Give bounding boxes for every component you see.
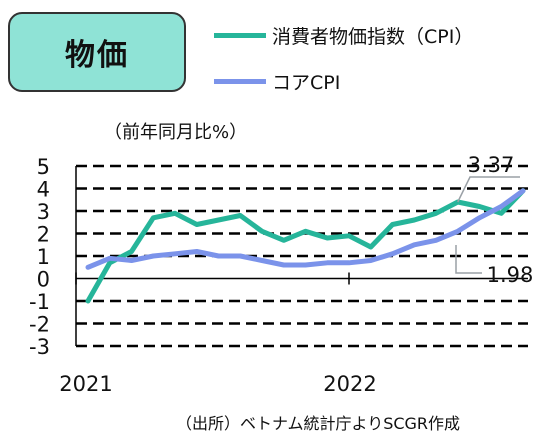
unit-label: （前年同月比%）	[104, 122, 248, 143]
y-tick-label: 5	[37, 155, 50, 179]
y-tick-label: 3	[37, 200, 50, 224]
callout-leader-core	[455, 245, 482, 274]
annotation-core-latest: 1.98	[487, 263, 534, 287]
legend-swatch-core	[214, 79, 266, 84]
legend-swatch-cpi	[214, 33, 266, 38]
callout-leader-cpi	[457, 176, 520, 203]
y-tick-label: 4	[37, 178, 50, 202]
annotation-cpi-latest: 3.37	[468, 153, 515, 177]
chart-title-box: 物価	[8, 12, 186, 92]
source-note: （出所）ベトナム統計庁よりSCGR作成	[176, 414, 461, 433]
x-tick-label: 2022	[323, 372, 376, 396]
y-tick-label: -1	[29, 290, 50, 314]
y-tick-label: 1	[37, 245, 50, 269]
y-tick-label: -3	[29, 335, 50, 359]
series-line-core	[85, 188, 526, 270]
series-line-cpi	[85, 188, 526, 304]
y-tick-label: 0	[37, 268, 50, 292]
legend-label-cpi: 消費者物価指数（CPI）	[272, 26, 474, 48]
legend-label-core: コアCPI	[272, 72, 341, 94]
x-tick-label: 2021	[59, 372, 112, 396]
chart-title: 物価	[65, 38, 129, 73]
y-tick-label: 2	[37, 223, 50, 247]
legend-item-core: コアCPI	[214, 68, 340, 95]
y-tick-label: -2	[29, 313, 50, 337]
legend-item-cpi: 消費者物価指数（CPI）	[214, 22, 473, 49]
